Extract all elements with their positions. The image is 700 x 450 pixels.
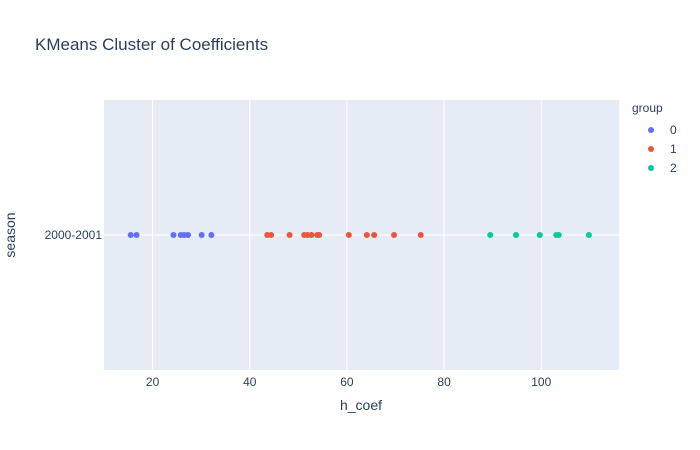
x-tick-label: 60 — [340, 375, 354, 389]
data-point-group-1 — [308, 232, 315, 238]
chart-title: KMeans Cluster of Coefficients — [35, 35, 268, 54]
legend: group 0 1 2 — [632, 101, 677, 175]
legend-marker-group-2 — [648, 165, 654, 171]
data-point-group-2 — [585, 232, 592, 238]
x-tick-label: 40 — [243, 375, 257, 389]
data-point-group-0 — [133, 232, 140, 238]
data-point-group-1 — [345, 232, 352, 238]
x-axis-title: h_coef — [340, 397, 382, 413]
data-point-group-0 — [127, 232, 134, 238]
data-point-group-0 — [185, 232, 192, 238]
data-point-group-1 — [391, 232, 398, 238]
data-point-group-2 — [555, 232, 562, 238]
x-tick-labels: 20 40 60 80 100 — [146, 375, 552, 389]
legend-label-group-1: 1 — [670, 142, 677, 156]
x-tick-label: 20 — [146, 375, 160, 389]
data-point-group-1 — [316, 232, 323, 238]
data-point-group-0 — [170, 232, 177, 238]
data-point-group-1 — [363, 232, 370, 238]
data-point-group-0 — [208, 232, 215, 238]
x-tick-label: 100 — [531, 375, 551, 389]
data-point-group-1 — [286, 232, 293, 238]
data-point-group-1 — [417, 232, 424, 238]
legend-label-group-0: 0 — [670, 123, 677, 137]
y-axis-title: season — [2, 212, 18, 257]
data-point-group-1 — [371, 232, 378, 238]
y-tick-label: 2000-2001 — [45, 228, 103, 242]
data-point-group-1 — [268, 232, 275, 238]
data-point-group-2 — [513, 232, 519, 238]
data-point-group-2 — [536, 232, 543, 238]
y-tick-labels: 2000-2001 — [45, 228, 103, 242]
legend-marker-group-0 — [648, 127, 654, 133]
legend-title: group — [632, 101, 663, 115]
legend-label-group-2: 2 — [670, 161, 677, 175]
x-tick-label: 80 — [437, 375, 451, 389]
data-points — [127, 232, 592, 238]
data-point-group-0 — [198, 232, 205, 238]
legend-marker-group-1 — [648, 146, 654, 152]
data-point-group-2 — [487, 232, 494, 238]
